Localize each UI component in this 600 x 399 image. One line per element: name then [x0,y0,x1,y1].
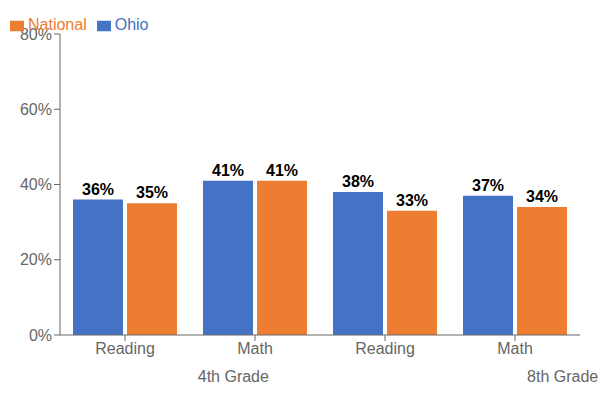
svg-text:35%: 35% [136,184,168,201]
svg-text:Reading: Reading [355,340,415,357]
svg-text:38%: 38% [342,173,374,190]
svg-text:41%: 41% [266,162,298,179]
svg-text:80%: 80% [20,26,52,43]
svg-text:20%: 20% [20,251,52,268]
svg-text:60%: 60% [20,101,52,118]
svg-text:41%: 41% [212,162,244,179]
svg-text:0%: 0% [29,327,52,344]
svg-text:33%: 33% [396,192,428,209]
svg-text:4th Grade: 4th Grade [198,368,269,385]
svg-text:34%: 34% [526,188,558,205]
svg-text:8th Grade: 8th Grade [527,368,592,385]
svg-text:36%: 36% [82,181,114,198]
svg-text:Reading: Reading [95,340,155,357]
svg-text:40%: 40% [20,176,52,193]
svg-text:Math: Math [497,340,533,357]
svg-text:Math: Math [237,340,273,357]
svg-text:37%: 37% [472,177,504,194]
